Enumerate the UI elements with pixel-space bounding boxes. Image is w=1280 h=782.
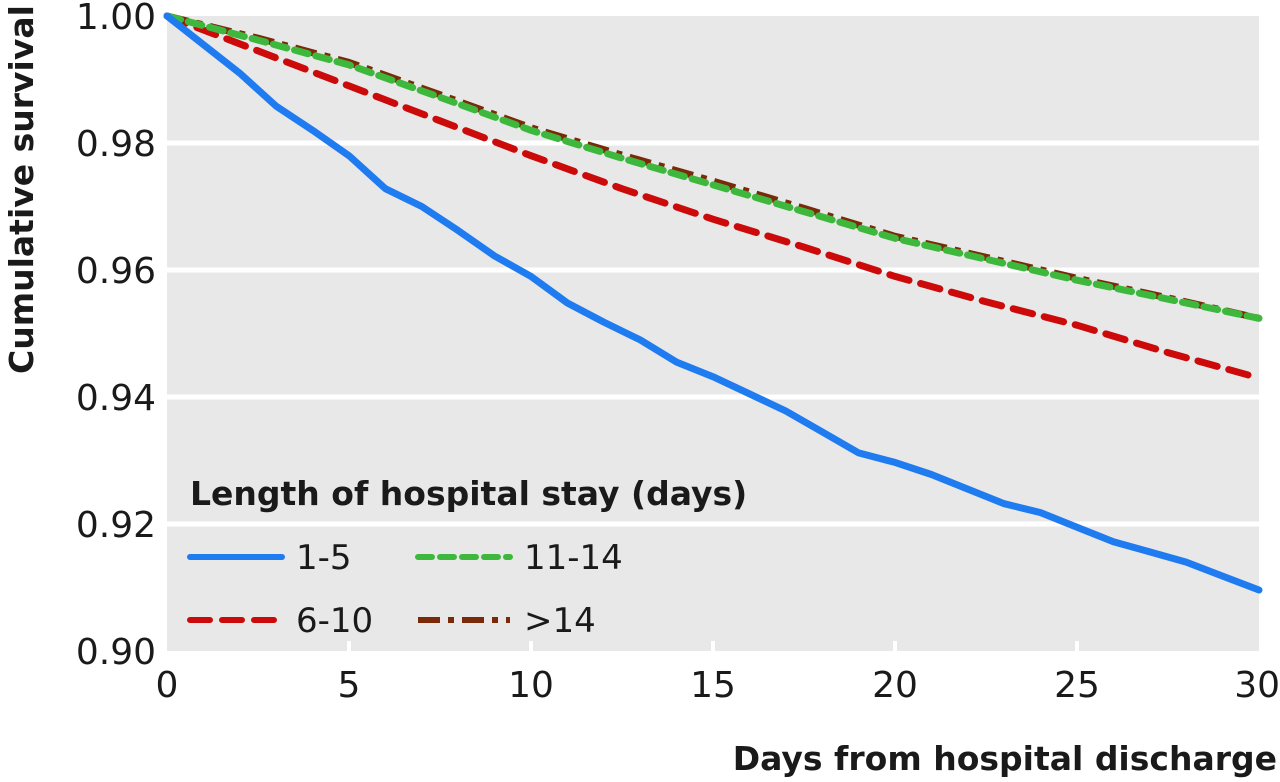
y-axis-tick-labels: 0.90 0.92 0.94 0.96 0.98 1.00 bbox=[76, 0, 156, 673]
y-axis-title: Cumulative survival bbox=[2, 5, 41, 374]
legend-label-2: 11-14 bbox=[524, 538, 623, 578]
x-tick-label: 25 bbox=[1054, 665, 1100, 706]
y-tick-label: 1.00 bbox=[76, 0, 156, 38]
y-tick-label: 0.94 bbox=[76, 378, 156, 419]
legend-title: Length of hospital stay (days) bbox=[190, 474, 747, 513]
x-axis-ticks bbox=[347, 641, 1079, 651]
series-line-0 bbox=[163, 12, 1263, 594]
series-line-2 bbox=[163, 12, 1263, 322]
x-tick-label: 10 bbox=[508, 665, 554, 706]
series-line-1 bbox=[163, 12, 1263, 382]
x-axis-title: Days from hospital discharge bbox=[733, 739, 1277, 778]
y-tick-label: 0.90 bbox=[76, 632, 156, 673]
x-tick-label: 0 bbox=[156, 665, 179, 706]
plot-background bbox=[167, 16, 1259, 651]
legend-label-1: 6-10 bbox=[296, 601, 373, 641]
y-tick-label: 0.92 bbox=[76, 505, 156, 546]
legend: Length of hospital stay (days) 1-5 6-10 11… bbox=[187, 474, 747, 641]
x-tick-label: 20 bbox=[872, 665, 918, 706]
x-axis-tick-labels: 0 5 10 15 20 25 30 bbox=[156, 665, 1280, 706]
y-tick-label: 0.98 bbox=[76, 124, 156, 165]
x-tick-label: 15 bbox=[690, 665, 736, 706]
y-tick-label: 0.96 bbox=[76, 251, 156, 292]
legend-label-0: 1-5 bbox=[296, 538, 352, 578]
x-tick-label: 30 bbox=[1234, 665, 1280, 706]
x-tick-label: 5 bbox=[338, 665, 361, 706]
series-lines bbox=[163, 12, 1263, 594]
legend-label-3: >14 bbox=[524, 601, 596, 641]
